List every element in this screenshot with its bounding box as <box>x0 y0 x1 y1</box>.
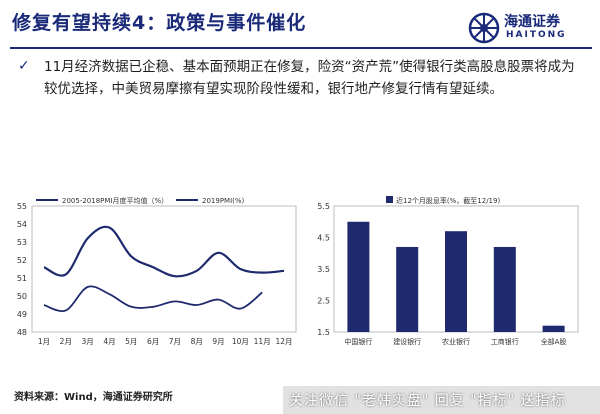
checkmark-icon: ✓ <box>18 58 30 74</box>
x-tick-label: 2月 <box>60 337 72 346</box>
x-tick-label: 11月 <box>254 337 271 346</box>
series-line-1 <box>43 225 285 278</box>
x-tick-label: 6月 <box>147 337 159 346</box>
x-tick-label: 工商银行 <box>491 337 519 346</box>
bar <box>396 246 419 332</box>
y-tick-label: 48 <box>17 328 27 337</box>
bar <box>493 246 516 332</box>
y-tick-label: 53 <box>17 238 27 247</box>
watermark-banner: 关注微信 "老韩实盘" 回复 "指标" 送指标 <box>283 386 600 414</box>
legend-label: 近12个月股息率(%，截至12/19) <box>396 196 500 205</box>
x-tick-label: 中国银行 <box>344 337 372 346</box>
bar <box>347 221 370 332</box>
logo-text-en: HAITONG <box>506 30 567 40</box>
watermark-text: 关注微信 "老韩实盘" 回复 "指标" 送指标 <box>289 393 566 409</box>
x-tick-label: 8月 <box>191 337 203 346</box>
x-tick-label: 9月 <box>212 337 224 346</box>
y-tick-label: 52 <box>17 256 27 265</box>
x-tick-label: 12月 <box>275 337 292 346</box>
source-note: 资料来源：Wind，海通证券研究所 <box>14 392 173 403</box>
dividend-bar-chart: 1.5 2.5 3.5 4.5 5.5 中国银行 建设银行 农业银行 工商银行 全部A股 近12个月… <box>317 196 579 346</box>
x-tick-label: 5月 <box>125 337 137 346</box>
x-tick-label: 4月 <box>103 337 115 346</box>
x-tick-label: 7月 <box>169 337 181 346</box>
bar <box>445 231 467 332</box>
x-tick-label: 全部A股 <box>541 337 567 346</box>
x-tick-label: 1月 <box>38 337 50 346</box>
legend-label: 2005-2018PMI月度平均值（%） <box>62 196 168 205</box>
x-tick-label: 10月 <box>232 337 249 346</box>
legend-label: 2019PMI(%) <box>202 197 245 205</box>
logo-text-cn: 海通证券 <box>504 14 560 30</box>
y-tick-label: 55 <box>17 202 27 211</box>
bar <box>542 325 565 332</box>
pmi-line-chart: 48 49 50 51 52 53 54 55 1月 2月 3月 4月 5月 6月 7月 8月 9月 10月 11月… <box>17 196 297 346</box>
y-tick-label: 1.5 <box>317 328 330 337</box>
x-tick-label: 建设银行 <box>393 337 421 346</box>
x-tick-label: 3月 <box>81 337 93 346</box>
legend-swatch <box>386 196 393 203</box>
plot-frame <box>31 205 297 333</box>
series-line-2 <box>43 285 263 312</box>
company-logo: 海通证券 HAITONG <box>468 10 594 46</box>
page-title: 修复有望持续4：政策与事件催化 <box>12 12 307 34</box>
y-tick-label: 3.5 <box>317 265 330 274</box>
y-tick-label: 50 <box>17 292 27 301</box>
summary-paragraph: 11月经济数据已企稳、基本面预期正在修复，险资“资产荒”使得银行类高股息股票将成… <box>44 59 575 97</box>
header-divider <box>10 47 592 49</box>
y-tick-label: 5.5 <box>317 202 330 211</box>
y-tick-label: 49 <box>17 310 27 319</box>
y-tick-label: 2.5 <box>317 297 330 306</box>
haitong-logo-icon <box>468 12 500 44</box>
x-tick-label: 农业银行 <box>442 337 470 346</box>
y-tick-label: 51 <box>17 274 27 283</box>
y-tick-label: 4.5 <box>317 234 330 243</box>
y-tick-label: 54 <box>17 220 27 229</box>
